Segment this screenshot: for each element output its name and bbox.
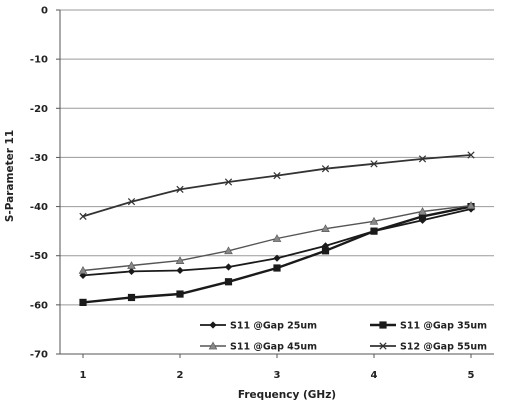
legend-item: S11 @Gap 45um — [200, 342, 317, 353]
data-point — [79, 271, 87, 279]
data-point — [273, 254, 281, 262]
data-point — [224, 263, 233, 271]
legend-item: S11 @Gap 35um — [370, 321, 487, 332]
y-tick-label: -50 — [30, 251, 48, 262]
legend-marker — [208, 341, 218, 350]
y-tick-label: -20 — [30, 104, 48, 115]
data-point — [176, 185, 184, 193]
data-point — [418, 207, 427, 215]
data-point — [369, 216, 379, 225]
x-tick-label: 4 — [371, 370, 378, 381]
series-3 — [78, 201, 476, 274]
y-tick-label: -70 — [30, 350, 48, 361]
y-tick-label: 0 — [41, 6, 48, 17]
data-point — [79, 298, 87, 306]
data-point — [466, 201, 476, 209]
x-tick-label: 3 — [274, 370, 281, 381]
series-4 — [79, 151, 475, 221]
y-tick-label: -60 — [30, 300, 48, 311]
data-point — [321, 224, 330, 233]
y-tick-label: -30 — [30, 153, 48, 164]
y-tick-label: -10 — [30, 55, 48, 66]
data-point — [127, 261, 136, 269]
x-axis-title: Frequency (GHz) — [238, 389, 336, 401]
y-tick-label: -40 — [30, 202, 48, 213]
data-point — [224, 246, 233, 255]
data-point — [175, 256, 185, 264]
data-point — [273, 171, 281, 180]
data-point — [370, 227, 378, 235]
legend-label: S11 @Gap 25um — [230, 321, 317, 332]
legend: S11 @Gap 25um S11 @Gap 35um S11 @Gap 45um S… — [200, 321, 487, 353]
legend-label: S12 @Gap 55um — [400, 342, 487, 353]
data-point — [127, 293, 136, 302]
data-point — [321, 247, 330, 255]
data-point — [176, 290, 184, 298]
y-axis-title: S-Parameter 11 — [4, 130, 16, 222]
legend-label: S11 @Gap 35um — [400, 321, 487, 332]
x-tick-label: 2 — [177, 370, 184, 381]
data-point — [79, 212, 87, 221]
data-point — [78, 266, 88, 274]
legend-marker — [379, 342, 387, 350]
data-point — [370, 160, 378, 168]
data-point — [176, 266, 184, 275]
x-tick-label: 1 — [80, 370, 87, 381]
data-point — [224, 178, 233, 186]
data-point — [418, 212, 427, 220]
legend-item: S12 @Gap 55um — [370, 342, 487, 353]
legend-marker — [379, 321, 387, 329]
data-point — [272, 234, 282, 242]
legend-label: S11 @Gap 45um — [230, 342, 317, 353]
axes: 0 -10 -20 -30 -40 -50 -60 -70 1 2 3 4 5 — [30, 6, 494, 381]
data-point — [273, 264, 281, 272]
data-point — [127, 267, 136, 276]
data-point — [321, 165, 330, 173]
x-tick-label: 5 — [468, 370, 475, 381]
series-group — [78, 151, 476, 306]
legend-marker — [209, 321, 217, 329]
data-point — [418, 155, 427, 163]
data-point — [224, 278, 233, 286]
data-point — [127, 198, 136, 206]
legend-item: S11 @Gap 25um — [200, 321, 317, 332]
data-point — [467, 151, 475, 159]
